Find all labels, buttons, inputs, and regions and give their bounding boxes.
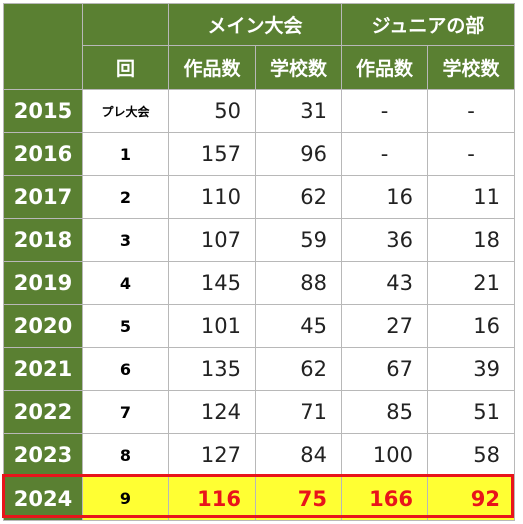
junior-schools-cell: 16 [427, 304, 515, 348]
round-cell: 7 [82, 390, 169, 434]
main-schools-cell: 88 [255, 261, 342, 305]
table-row: 2022 7 124 71 85 51 [3, 390, 515, 434]
junior-works-cell: - [341, 132, 428, 176]
round-cell: 2 [82, 175, 169, 219]
year-cell: 2020 [3, 304, 83, 348]
table-row: 2023 8 127 84 100 58 [3, 433, 515, 477]
round-header: 回 [82, 45, 169, 90]
main-works-header: 作品数 [168, 45, 256, 90]
junior-schools-cell: 39 [427, 347, 515, 391]
year-cell: 2023 [3, 433, 83, 477]
year-cell: 2022 [3, 390, 83, 434]
junior-schools-cell: 51 [427, 390, 515, 434]
main-works-cell: 50 [168, 89, 256, 133]
main-works-cell: 145 [168, 261, 256, 305]
main-works-cell: 124 [168, 390, 256, 434]
table-row: 2020 5 101 45 27 16 [3, 304, 515, 348]
main-contest-header: メイン大会 [168, 3, 342, 46]
table-row: 2019 4 145 88 43 21 [3, 261, 515, 305]
main-schools-cell: 62 [255, 175, 342, 219]
junior-schools-cell: 11 [427, 175, 515, 219]
main-schools-cell: 75 [255, 476, 342, 521]
main-works-cell: 110 [168, 175, 256, 219]
junior-works-cell: 36 [341, 218, 428, 262]
junior-contest-header: ジュニアの部 [341, 3, 515, 46]
round-cell: 6 [82, 347, 169, 391]
round-cell: 4 [82, 261, 169, 305]
year-cell: 2019 [3, 261, 83, 305]
main-schools-cell: 62 [255, 347, 342, 391]
table-row: 2018 3 107 59 36 18 [3, 218, 515, 262]
year-cell: 2017 [3, 175, 83, 219]
round-cell: 1 [82, 132, 169, 176]
contest-stats-table: メイン大会 ジュニアの部 回 作品数 学校数 作品数 学校数 2015 プレ大会… [3, 3, 515, 521]
main-schools-cell: 31 [255, 89, 342, 133]
main-works-cell: 135 [168, 347, 256, 391]
main-schools-cell: 59 [255, 218, 342, 262]
junior-schools-cell: 92 [427, 476, 515, 521]
main-schools-header: 学校数 [255, 45, 342, 90]
main-schools-cell: 71 [255, 390, 342, 434]
junior-works-cell: 85 [341, 390, 428, 434]
junior-schools-header: 学校数 [427, 45, 515, 90]
junior-schools-cell: 58 [427, 433, 515, 477]
junior-works-cell: 43 [341, 261, 428, 305]
round-header-top-cell [82, 3, 169, 46]
junior-works-cell: 67 [341, 347, 428, 391]
junior-schools-cell: 21 [427, 261, 515, 305]
main-schools-cell: 84 [255, 433, 342, 477]
round-cell: プレ大会 [82, 89, 169, 133]
round-cell: 9 [82, 476, 169, 521]
year-cell: 2021 [3, 347, 83, 391]
table-row: 2017 2 110 62 16 11 [3, 175, 515, 219]
table-row: 2016 1 157 96 - - [3, 132, 515, 176]
table-row: 2015 プレ大会 50 31 - - [3, 89, 515, 133]
junior-works-cell: 100 [341, 433, 428, 477]
highlighted-table-row: 2024 9 116 75 166 92 [3, 476, 515, 521]
main-schools-cell: 45 [255, 304, 342, 348]
junior-works-cell: - [341, 89, 428, 133]
year-cell: 2016 [3, 132, 83, 176]
year-cell: 2015 [3, 89, 83, 133]
round-cell: 8 [82, 433, 169, 477]
main-works-cell: 107 [168, 218, 256, 262]
junior-schools-cell: 18 [427, 218, 515, 262]
junior-works-header: 作品数 [341, 45, 428, 90]
year-cell: 2024 [3, 476, 83, 521]
main-works-cell: 116 [168, 476, 256, 521]
year-cell: 2018 [3, 218, 83, 262]
main-works-cell: 101 [168, 304, 256, 348]
main-works-cell: 157 [168, 132, 256, 176]
main-works-cell: 127 [168, 433, 256, 477]
table-row: 2021 6 135 62 67 39 [3, 347, 515, 391]
round-cell: 3 [82, 218, 169, 262]
junior-works-cell: 166 [341, 476, 428, 521]
junior-works-cell: 16 [341, 175, 428, 219]
round-cell: 5 [82, 304, 169, 348]
junior-works-cell: 27 [341, 304, 428, 348]
junior-schools-cell: - [427, 132, 515, 176]
corner-header-cell [3, 3, 83, 90]
junior-schools-cell: - [427, 89, 515, 133]
main-schools-cell: 96 [255, 132, 342, 176]
